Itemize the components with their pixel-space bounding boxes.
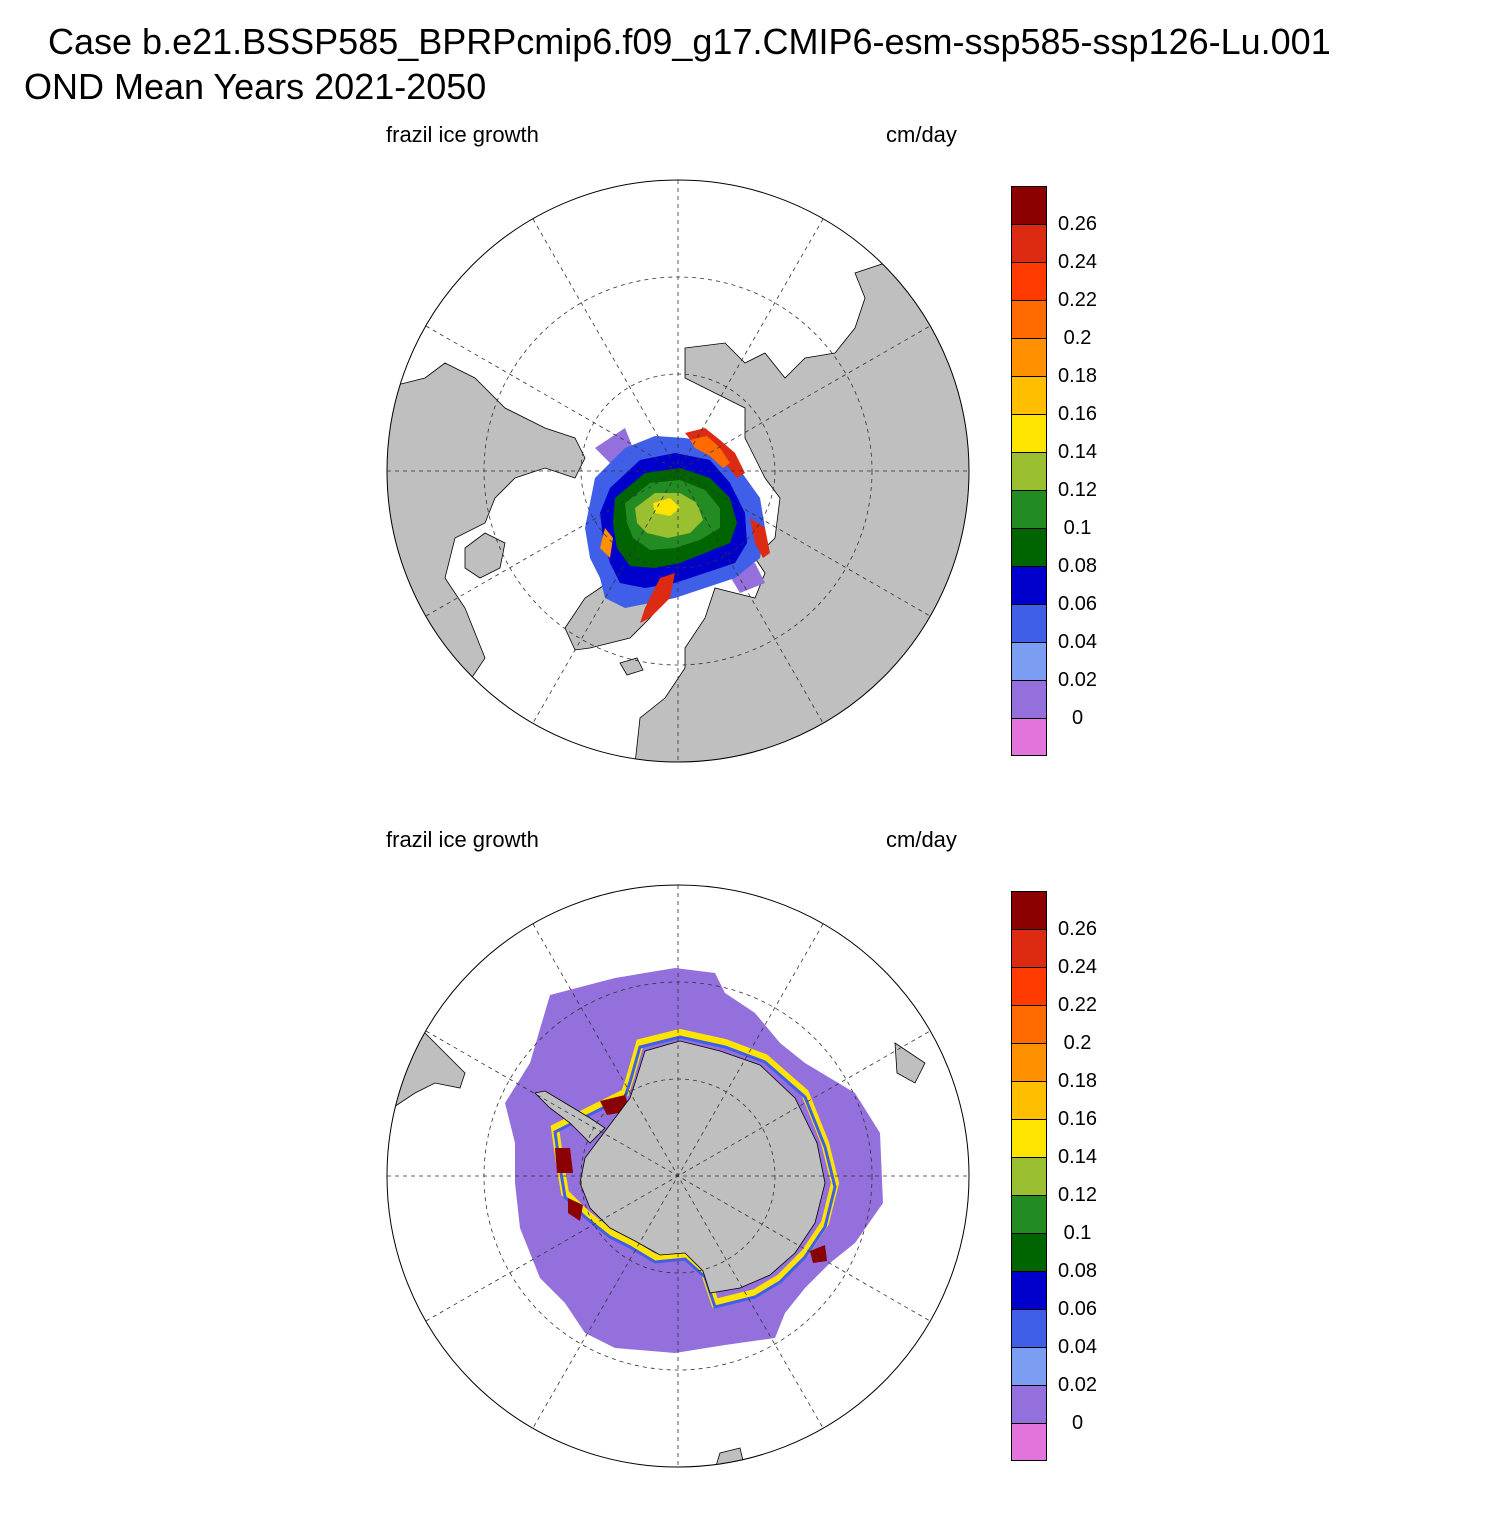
north-polar-map: [386, 179, 970, 763]
colorbar-label: 0.18: [1058, 1070, 1097, 1092]
north-land-iceland: [619, 657, 644, 676]
south-colorbar: [1011, 891, 1047, 1461]
colorbar-box: [1012, 301, 1046, 339]
colorbar-label: 0.26: [1058, 213, 1097, 235]
north-variable-title: frazil ice growth: [386, 122, 539, 147]
colorbar-box: [1012, 1006, 1046, 1044]
colorbar-box: [1012, 681, 1046, 719]
north-graticule: [387, 180, 969, 762]
colorbar-box: [1012, 892, 1046, 930]
colorbar-label: 0.24: [1058, 956, 1097, 978]
colorbar-label: 0.02: [1058, 1374, 1097, 1396]
colorbar-label: 0.02: [1058, 669, 1097, 691]
colorbar-label: 0.16: [1058, 403, 1097, 425]
colorbar-label: 0.1: [1063, 517, 1092, 539]
colorbar-label: 0.04: [1058, 631, 1097, 653]
colorbar-box: [1012, 377, 1046, 415]
colorbar-box: [1012, 415, 1046, 453]
colorbar-box: [1012, 1424, 1046, 1460]
colorbar-label: 0.18: [1058, 365, 1097, 387]
south-land-africa: [894, 1042, 926, 1084]
colorbar-label: 0.22: [1058, 994, 1097, 1016]
colorbar-label: 0: [1071, 1412, 1084, 1434]
figure-title-case: Case b.e21.BSSP585_BPRPcmip6.f09_g17.CMI…: [48, 21, 1331, 62]
colorbar-label: 0: [1071, 707, 1084, 729]
north-polar-panel: frazil ice growth cm/day: [0, 112, 1500, 812]
colorbar-box: [1012, 643, 1046, 681]
colorbar-box: [1012, 453, 1046, 491]
colorbar-label: 0.04: [1058, 1336, 1097, 1358]
south-units-title: cm/day: [886, 827, 957, 852]
colorbar-box: [1012, 1272, 1046, 1310]
colorbar-box: [1012, 1386, 1046, 1424]
colorbar-label: 0.2: [1063, 1032, 1092, 1054]
south-colorbar-labels: 0.26 0.24 0.22 0.2 0.18 0.16 0.14 0.12 0.1 0.08 0.…: [1050, 891, 1110, 1461]
colorbar-box: [1012, 529, 1046, 567]
north-colorbar-labels: 0.26 0.24 0.22 0.2 0.18 0.16 0.14 0.12 0.1 0.08 0.…: [1050, 186, 1110, 756]
colorbar-box: [1012, 1044, 1046, 1082]
south-graticule: [387, 885, 969, 1467]
colorbar-label: 0.08: [1058, 555, 1097, 577]
colorbar-label: 0.22: [1058, 289, 1097, 311]
colorbar-box: [1012, 1234, 1046, 1272]
north-units-title: cm/day: [886, 122, 957, 147]
south-land-antarctica: [579, 1040, 826, 1294]
north-colorbar: [1011, 186, 1047, 756]
north-frazil-field: [585, 428, 770, 623]
colorbar-box: [1012, 263, 1046, 301]
colorbar-label: 0.08: [1058, 1260, 1097, 1282]
colorbar-label: 0.06: [1058, 593, 1097, 615]
colorbar-label: 0.16: [1058, 1108, 1097, 1130]
colorbar-box: [1012, 1082, 1046, 1120]
colorbar-box: [1012, 491, 1046, 529]
south-variable-title: frazil ice growth: [386, 827, 539, 852]
colorbar-box: [1012, 187, 1046, 225]
colorbar-box: [1012, 719, 1046, 755]
colorbar-box: [1012, 605, 1046, 643]
colorbar-label: 0.24: [1058, 251, 1097, 273]
north-land-hudson-island: [464, 532, 506, 579]
colorbar-label: 0.1: [1063, 1222, 1092, 1244]
colorbar-box: [1012, 1348, 1046, 1386]
colorbar-label: 0.14: [1058, 441, 1097, 463]
colorbar-box: [1012, 968, 1046, 1006]
south-polar-map: [386, 884, 970, 1468]
south-polar-panel: frazil ice growth cm/day: [0, 817, 1500, 1517]
colorbar-box: [1012, 930, 1046, 968]
colorbar-label: 0.2: [1063, 327, 1092, 349]
colorbar-box: [1012, 567, 1046, 605]
colorbar-box: [1012, 1310, 1046, 1348]
colorbar-box: [1012, 1158, 1046, 1196]
north-land-eurasia: [634, 262, 969, 762]
colorbar-label: 0.26: [1058, 918, 1097, 940]
colorbar-box: [1012, 225, 1046, 263]
colorbar-label: 0.12: [1058, 1184, 1097, 1206]
colorbar-box: [1012, 1120, 1046, 1158]
colorbar-label: 0.06: [1058, 1298, 1097, 1320]
colorbar-box: [1012, 339, 1046, 377]
colorbar-box: [1012, 1196, 1046, 1234]
colorbar-label: 0.14: [1058, 1146, 1097, 1168]
colorbar-label: 0.12: [1058, 479, 1097, 501]
figure-title-period: OND Mean Years 2021-2050: [24, 66, 487, 107]
